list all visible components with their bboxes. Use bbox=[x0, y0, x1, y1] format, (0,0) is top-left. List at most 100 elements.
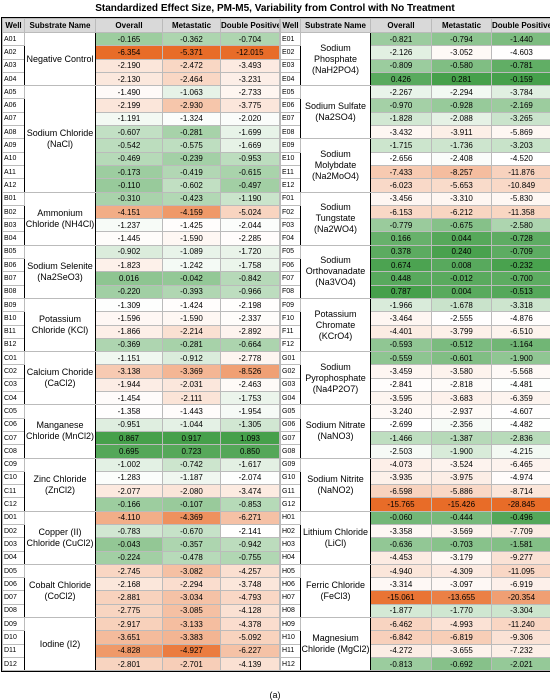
effect-size-cell: -0.159 bbox=[492, 72, 550, 85]
effect-size-cell: -4.482 bbox=[492, 418, 550, 431]
column-header: Double Positive bbox=[492, 19, 550, 33]
effect-size-cell: -0.912 bbox=[163, 352, 221, 365]
effect-size-cell: -3.784 bbox=[492, 86, 550, 99]
caption: (a) bbox=[0, 690, 550, 700]
effect-size-cell: -2.267 bbox=[371, 86, 432, 99]
well-id: B03 bbox=[3, 219, 25, 232]
well-id: C05 bbox=[3, 405, 25, 418]
effect-size-cell: -1.715 bbox=[371, 139, 432, 152]
effect-size-cell: -2.126 bbox=[371, 46, 432, 59]
well-id: H04 bbox=[281, 551, 301, 564]
effect-size-cell: -0.419 bbox=[163, 165, 221, 178]
effect-size-cell: -1.309 bbox=[96, 298, 163, 311]
effect-size-cell: -3.369 bbox=[163, 365, 221, 378]
effect-size-cell: -1.770 bbox=[432, 604, 492, 617]
well-id: C06 bbox=[3, 418, 25, 431]
effect-size-cell: 0.695 bbox=[96, 445, 163, 458]
effect-size-cell: -12.015 bbox=[221, 46, 280, 59]
effect-size-cell: -2.555 bbox=[432, 312, 492, 325]
well-id: A10 bbox=[3, 152, 25, 165]
effect-size-cell: -3.524 bbox=[432, 458, 492, 471]
well-id: C02 bbox=[3, 365, 25, 378]
column-header: Well bbox=[3, 19, 25, 33]
well-id: E08 bbox=[281, 126, 301, 139]
effect-size-cell: -3.231 bbox=[221, 72, 280, 85]
effect-size-cell: -1.823 bbox=[96, 259, 163, 272]
effect-size-cell: -1.966 bbox=[371, 298, 432, 311]
effect-size-cell: -2.214 bbox=[163, 325, 221, 338]
effect-size-cell: -1.678 bbox=[432, 298, 492, 311]
effect-size-cell: -0.060 bbox=[371, 511, 432, 524]
effect-size-cell: -0.357 bbox=[163, 538, 221, 551]
effect-size-cell: -2.044 bbox=[221, 219, 280, 232]
well-id: G08 bbox=[281, 445, 301, 458]
effect-size-cell: -6.465 bbox=[492, 458, 550, 471]
substrate-name: Potassium Chromate (KCrO4) bbox=[301, 298, 371, 351]
effect-size-cell: -8.526 bbox=[221, 365, 280, 378]
effect-size-cell: 0.867 bbox=[96, 431, 163, 444]
effect-size-cell: -0.779 bbox=[371, 219, 432, 232]
effect-size-cell: -0.709 bbox=[492, 245, 550, 258]
well-id: A02 bbox=[3, 46, 25, 59]
effect-size-cell: -0.670 bbox=[163, 524, 221, 537]
substrate-name: Potassium Chloride (KCl) bbox=[25, 298, 96, 351]
well-id: E11 bbox=[281, 165, 301, 178]
substrate-name: Sodium Nitrate (NaNO3) bbox=[301, 405, 371, 458]
effect-size-cell: -0.842 bbox=[221, 272, 280, 285]
effect-size-cell: -1.387 bbox=[432, 431, 492, 444]
effect-size-cell: -6.212 bbox=[432, 205, 492, 218]
effect-size-cell: -0.821 bbox=[371, 33, 432, 46]
effect-size-cell: -0.423 bbox=[163, 192, 221, 205]
well-id: F10 bbox=[281, 312, 301, 325]
effect-size-cell: -3.569 bbox=[432, 524, 492, 537]
effect-size-cell: -3.097 bbox=[432, 578, 492, 591]
effect-size-cell: -2.198 bbox=[221, 298, 280, 311]
effect-size-cell: -7.433 bbox=[371, 165, 432, 178]
effect-size-cell: 0.281 bbox=[432, 72, 492, 85]
well-id: H08 bbox=[281, 604, 301, 617]
effect-size-cell: -0.636 bbox=[371, 538, 432, 551]
effect-size-cell: -0.512 bbox=[432, 338, 492, 351]
effect-size-cell: -0.444 bbox=[432, 511, 492, 524]
effect-size-cell: -5.886 bbox=[432, 485, 492, 498]
effect-size-cell: 0.917 bbox=[163, 431, 221, 444]
effect-size-cell: -1.190 bbox=[221, 192, 280, 205]
effect-size-cell: -0.173 bbox=[96, 165, 163, 178]
well-id: E05 bbox=[281, 86, 301, 99]
effect-size-cell: -2.077 bbox=[96, 485, 163, 498]
substrate-name: Cobalt Chloride (CoCl2) bbox=[25, 564, 96, 617]
effect-size-cell: -3.799 bbox=[432, 325, 492, 338]
well-id: B02 bbox=[3, 205, 25, 218]
effect-size-cell: -4.828 bbox=[96, 644, 163, 657]
well-id: B04 bbox=[3, 232, 25, 245]
effect-size-cell: -2.168 bbox=[96, 578, 163, 591]
effect-size-cell: -3.383 bbox=[163, 631, 221, 644]
effect-size-cell: -15.426 bbox=[432, 498, 492, 511]
effect-size-cell: -7.709 bbox=[492, 524, 550, 537]
effect-size-cell: -6.462 bbox=[371, 618, 432, 631]
effect-size-cell: -2.169 bbox=[492, 99, 550, 112]
effect-size-cell: -0.675 bbox=[432, 219, 492, 232]
effect-size-cell: -9.306 bbox=[492, 631, 550, 644]
effect-size-cell: -15.765 bbox=[371, 498, 432, 511]
effect-size-cell: -0.902 bbox=[96, 245, 163, 258]
effect-size-cell: -0.692 bbox=[432, 657, 492, 670]
well-id: D06 bbox=[3, 578, 25, 591]
effect-size-cell: -0.165 bbox=[96, 33, 163, 46]
effect-size-cell: -2.836 bbox=[492, 431, 550, 444]
substrate-name: Sodium Sulfate (Na2SO4) bbox=[301, 86, 371, 139]
effect-size-cell: -6.842 bbox=[371, 631, 432, 644]
effect-size-cell: -0.239 bbox=[163, 152, 221, 165]
effect-size-cell: -1.237 bbox=[96, 219, 163, 232]
well-id: H02 bbox=[281, 524, 301, 537]
effect-size-cell: -4.139 bbox=[221, 657, 280, 670]
effect-size-cell: -1.944 bbox=[96, 378, 163, 391]
effect-size-cell: -1.699 bbox=[221, 126, 280, 139]
effect-size-cell: -4.974 bbox=[492, 471, 550, 484]
effect-size-cell: -2.892 bbox=[221, 325, 280, 338]
effect-size-cell: -4.453 bbox=[371, 551, 432, 564]
